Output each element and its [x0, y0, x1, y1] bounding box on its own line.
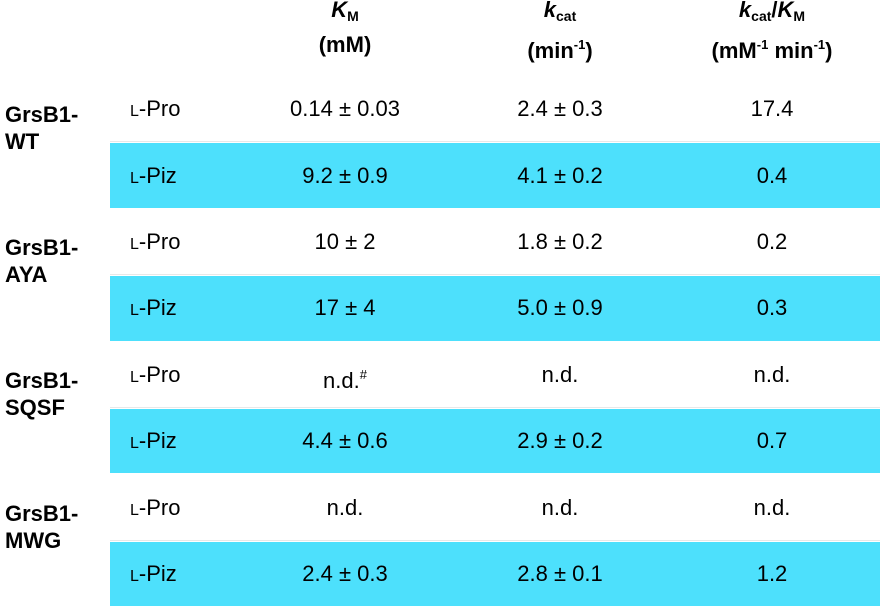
header-part: ): [585, 38, 593, 63]
header-part: M: [793, 8, 806, 24]
group-name: WT: [5, 129, 40, 155]
substrate: L-Pro: [130, 494, 181, 520]
value-cell: 2.4 ± 0.3: [517, 96, 603, 122]
column-header: (mM-1 min-1): [712, 32, 833, 64]
value-cell: 0.7: [756, 428, 788, 454]
header-part: -1: [573, 37, 586, 52]
group-name: GrsB1-: [5, 235, 79, 260]
value-text: n.d.: [323, 367, 360, 393]
substrate: L-Pro: [130, 229, 181, 254]
row-rule: [110, 539, 880, 541]
header-part: ): [825, 38, 833, 63]
header-part: k: [738, 0, 752, 22]
header-part: -1: [813, 37, 826, 52]
value-cell: n.d.: [753, 494, 791, 520]
value-cell: 5.0 ± 0.9: [517, 295, 603, 321]
row-band: [110, 143, 880, 208]
column-header: kcat: [544, 0, 576, 29]
group-name: MWG: [5, 527, 62, 553]
header-part: cat: [556, 8, 577, 24]
row-band: [110, 276, 880, 341]
value-cell: 2.9 ± 0.2: [517, 428, 603, 454]
column-header: (min-1): [527, 32, 592, 64]
value-cell: 4.1 ± 0.2: [517, 162, 603, 188]
value-cell: 17.4: [750, 96, 794, 122]
value-cell: n.d.: [326, 494, 364, 520]
column-header: kcat/KM: [739, 0, 805, 29]
substrate: L-Piz: [130, 295, 177, 321]
group-name: AYA: [5, 262, 48, 287]
header-part: (mM: [711, 38, 757, 63]
row-band: [110, 541, 880, 607]
substrate: L-Piz: [130, 162, 177, 188]
column-header: (mM): [319, 32, 372, 58]
value-cell: 1.2: [756, 561, 788, 586]
value-cell: 17 ± 4: [314, 295, 376, 321]
value-cell: 1.8 ± 0.2: [517, 229, 603, 254]
header-part: M: [347, 8, 359, 24]
value-cell: n.d.: [541, 494, 579, 520]
group-name: GrsB1-: [5, 500, 79, 526]
value-cell: 2.4 ± 0.3: [302, 561, 388, 586]
row-rule: [110, 407, 880, 408]
group-name: GrsB1-: [5, 102, 79, 128]
value-cell: 9.2 ± 0.9: [302, 162, 388, 188]
header-part: K: [331, 0, 348, 22]
header-part: (mM): [318, 32, 372, 57]
substrate: L-Piz: [130, 428, 177, 454]
header-part: min: [768, 38, 814, 63]
value-cell: 0.2: [756, 229, 788, 254]
group-name: GrsB1-: [5, 367, 79, 393]
row-band: [110, 409, 880, 474]
value-cell: n.d.#: [323, 362, 367, 394]
value-cell: n.d.: [541, 361, 579, 387]
substrate: L-Pro: [130, 361, 181, 387]
group-name: SQSF: [5, 394, 65, 420]
header-part: (min: [527, 38, 574, 63]
header-part: K: [777, 0, 794, 22]
value-footnote: #: [359, 366, 367, 382]
substrate: L-Pro: [130, 96, 181, 122]
header-part: -1: [756, 37, 769, 52]
value-cell: 10 ± 2: [314, 229, 376, 254]
substrate: L-Piz: [130, 561, 177, 586]
value-cell: 0.3: [756, 295, 788, 321]
value-cell: n.d.: [753, 361, 791, 387]
header-part: cat: [751, 8, 772, 24]
value-cell: 2.8 ± 0.1: [517, 561, 603, 586]
value-cell: 4.4 ± 0.6: [302, 428, 388, 454]
row-rule: [110, 274, 880, 276]
header-part: /: [771, 0, 778, 22]
row-rule: [110, 141, 880, 143]
value-cell: 0.4: [756, 162, 788, 188]
column-header: KM: [331, 0, 359, 29]
header-part: k: [543, 0, 557, 22]
value-cell: 0.14 ± 0.03: [290, 96, 400, 122]
